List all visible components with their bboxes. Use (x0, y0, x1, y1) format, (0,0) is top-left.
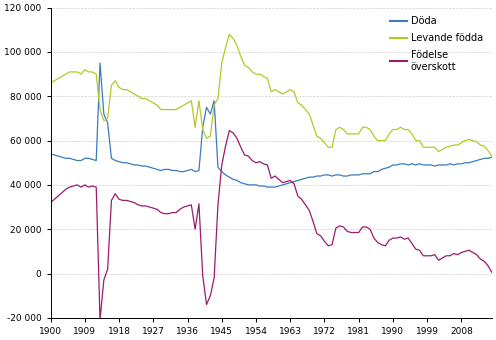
Legend: Döda, Levande födda, Födelse
överskott: Döda, Levande födda, Födelse överskott (386, 13, 487, 75)
